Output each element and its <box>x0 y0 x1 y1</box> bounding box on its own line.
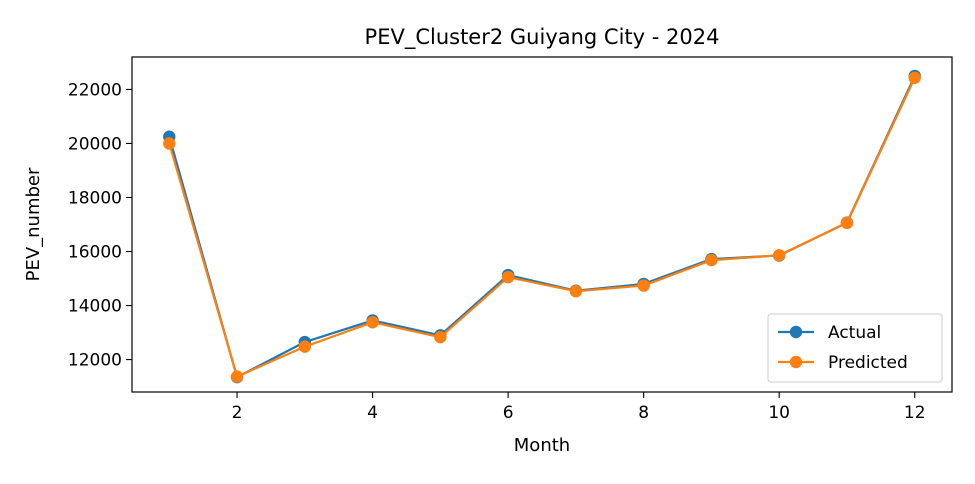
legend-marker <box>789 355 803 369</box>
legend-label: Actual <box>828 323 881 343</box>
legend-label: Predicted <box>828 353 908 373</box>
y-tick-label: 18000 <box>68 188 122 208</box>
data-point <box>772 249 786 262</box>
data-point <box>908 71 921 85</box>
x-axis: 2 4 6 8 10 12 <box>232 392 926 423</box>
data-point <box>230 370 244 383</box>
data-point <box>705 253 718 267</box>
x-axis-label: Month <box>514 435 570 456</box>
y-tick-label: 12000 <box>68 351 122 371</box>
x-tick-label: 8 <box>638 403 649 423</box>
x-tick-label: 10 <box>768 403 790 423</box>
y-axis-label: PEV_number <box>23 167 44 281</box>
data-point <box>298 340 312 353</box>
data-point <box>501 270 515 284</box>
y-tick-label: 22000 <box>68 80 122 100</box>
chart-title: PEV_Cluster2 Guiyang City - 2024 <box>365 25 720 50</box>
data-point <box>637 279 650 292</box>
y-tick-label: 14000 <box>68 297 122 317</box>
series-line <box>168 77 916 378</box>
x-tick-label: 2 <box>232 403 243 423</box>
x-tick-label: 4 <box>367 403 378 423</box>
plot-area <box>163 69 921 384</box>
y-axis: 12000 14000 16000 18000 20000 22000 <box>68 80 132 371</box>
legend-marker <box>789 325 803 339</box>
plot-frame <box>131 56 953 393</box>
x-tick-label: 12 <box>904 403 926 423</box>
data-point <box>840 216 854 230</box>
data-point <box>569 285 583 298</box>
x-tick-label: 6 <box>503 403 514 423</box>
data-point <box>163 137 176 150</box>
series-predicted <box>163 71 921 383</box>
y-tick-label: 20000 <box>68 134 122 154</box>
legend: Actual Predicted <box>767 313 943 383</box>
y-tick-label: 16000 <box>68 243 122 263</box>
data-point <box>434 330 447 344</box>
data-point <box>366 316 379 329</box>
